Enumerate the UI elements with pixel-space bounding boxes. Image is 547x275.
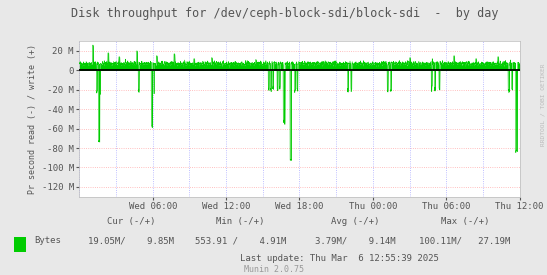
Text: 553.91 /    4.91M: 553.91 / 4.91M	[195, 236, 287, 245]
Text: 100.11M/   27.19M: 100.11M/ 27.19M	[419, 236, 511, 245]
Text: Cur (-/+): Cur (-/+)	[107, 217, 155, 226]
Text: RRDTOOL / TOBI OETIKER: RRDTOOL / TOBI OETIKER	[541, 63, 546, 146]
Text: Bytes: Bytes	[34, 236, 61, 245]
Text: Min (-/+): Min (-/+)	[217, 217, 265, 226]
Text: Max (-/+): Max (-/+)	[441, 217, 489, 226]
Y-axis label: Pr second read (-) / write (+): Pr second read (-) / write (+)	[28, 44, 37, 194]
Text: Avg (-/+): Avg (-/+)	[331, 217, 380, 226]
Text: Disk throughput for /dev/ceph-block-sdi/block-sdi  -  by day: Disk throughput for /dev/ceph-block-sdi/…	[71, 7, 498, 20]
Text: Last update: Thu Mar  6 12:55:39 2025: Last update: Thu Mar 6 12:55:39 2025	[240, 254, 439, 263]
Text: 3.79M/    9.14M: 3.79M/ 9.14M	[315, 236, 396, 245]
Text: Munin 2.0.75: Munin 2.0.75	[243, 265, 304, 274]
Text: 19.05M/    9.85M: 19.05M/ 9.85M	[88, 236, 174, 245]
